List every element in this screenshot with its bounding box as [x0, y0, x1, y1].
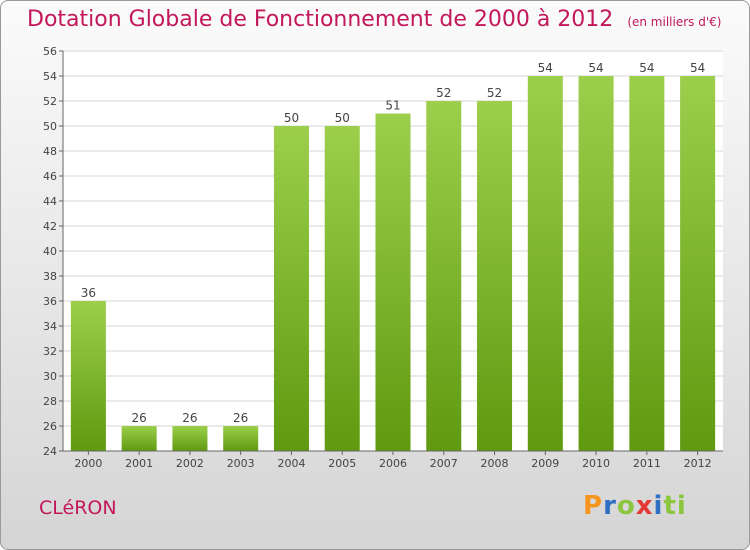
x-tick-label: 2001 — [125, 457, 153, 470]
y-tick-label: 28 — [43, 395, 57, 408]
x-tick-label: 2004 — [277, 457, 305, 470]
chart-title: Dotation Globale de Fonctionnement de 20… — [27, 7, 721, 32]
data-label: 52 — [487, 86, 502, 100]
y-tick-label: 46 — [43, 170, 57, 183]
x-tick-label: 2005 — [328, 457, 356, 470]
bar — [172, 426, 208, 451]
x-tick-label: 2007 — [430, 457, 458, 470]
y-tick-label: 32 — [43, 345, 57, 358]
bar — [324, 126, 360, 451]
x-tick-label: 2000 — [74, 457, 102, 470]
y-tick-label: 26 — [43, 420, 57, 433]
data-label: 54 — [690, 61, 705, 75]
y-tick-label: 50 — [43, 120, 57, 133]
y-tick-label: 56 — [43, 45, 57, 58]
data-label: 50 — [284, 111, 299, 125]
data-label: 50 — [335, 111, 350, 125]
x-axis: 2000 2001 2002 2003 2004 2005 2006 2007 2008 2009… — [63, 450, 723, 470]
y-tick-label: 42 — [43, 220, 57, 233]
bar — [527, 76, 563, 451]
y-tick-label: 34 — [43, 320, 57, 333]
x-tick-label: 2010 — [582, 457, 610, 470]
x-tick-label: 2008 — [481, 457, 509, 470]
y-tick-label: 48 — [43, 145, 57, 158]
data-label: 54 — [538, 61, 553, 75]
data-label: 54 — [588, 61, 603, 75]
bar — [477, 101, 513, 451]
x-tick-label: 2003 — [227, 457, 255, 470]
data-label: 26 — [182, 411, 197, 425]
bar — [578, 76, 614, 451]
y-tick-label: 30 — [43, 370, 57, 383]
y-tick-label: 54 — [43, 70, 57, 83]
data-label: 36 — [81, 286, 96, 300]
data-label: 26 — [132, 411, 147, 425]
x-tick-label: 2011 — [633, 457, 661, 470]
data-labels: 36 26 26 26 50 50 51 52 52 54 54 54 54 — [81, 61, 706, 425]
y-tick-label: 44 — [43, 195, 57, 208]
commune-name: CLéRON — [39, 497, 117, 519]
chart-subtitle: (en milliers d'€) — [627, 15, 722, 29]
bar — [375, 113, 411, 451]
x-tick-label: 2002 — [176, 457, 204, 470]
chart-title-text: Dotation Globale de Fonctionnement de 20… — [27, 7, 614, 32]
y-tick-label: 24 — [43, 445, 57, 458]
data-label: 52 — [436, 86, 451, 100]
data-label: 54 — [639, 61, 654, 75]
y-tick-label: 36 — [43, 295, 57, 308]
y-tick-label: 52 — [43, 95, 57, 108]
bar — [223, 426, 259, 451]
bars — [70, 76, 716, 451]
y-tick-label: 40 — [43, 245, 57, 258]
bar — [426, 101, 462, 451]
bar — [70, 301, 106, 451]
x-tick-label: 2009 — [531, 457, 559, 470]
bar — [273, 126, 309, 451]
bar — [629, 76, 665, 451]
x-tick-label: 2012 — [684, 457, 712, 470]
x-tick-label: 2006 — [379, 457, 407, 470]
y-axis: 24 26 28 30 32 34 36 38 40 42 44 46 48 50 52 54 56 — [43, 45, 64, 458]
data-label: 26 — [233, 411, 248, 425]
y-tick-label: 38 — [43, 270, 57, 283]
data-label: 51 — [385, 99, 400, 113]
bar — [680, 76, 716, 451]
proxiti-logo: Proxiti — [583, 491, 687, 521]
bar — [121, 426, 157, 451]
